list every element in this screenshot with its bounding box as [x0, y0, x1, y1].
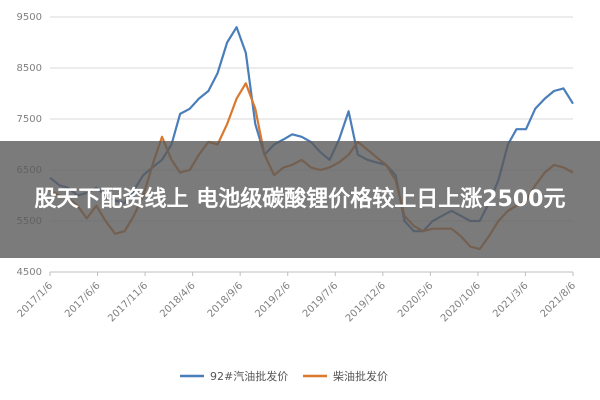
x-tick-label: 2018/4/6 — [158, 280, 198, 320]
x-tick-label: 2019/12/6 — [344, 280, 388, 324]
legend: 92#汽油批发价 柴油批发价 — [180, 369, 388, 383]
x-tick-label: 2019/7/6 — [301, 280, 341, 320]
y-tick-label: 4500 — [17, 267, 42, 278]
y-tick-label: 9500 — [17, 12, 42, 23]
headline: 股天下配资线上 电池级碳酸锂价格较上日上涨2500元 — [34, 186, 566, 212]
axes — [49, 271, 574, 276]
x-tick-label: 2017/11/6 — [106, 280, 150, 324]
x-tick-label: 2018/9/6 — [206, 280, 246, 320]
x-tick-label: 2021/3/6 — [491, 280, 531, 320]
x-tick-label: 2021/8/6 — [539, 280, 579, 320]
x-tick-label: 2019/2/6 — [253, 280, 293, 320]
x-tick-label: 2020/5/6 — [396, 280, 436, 320]
y-tick-label: 7500 — [17, 114, 42, 125]
title-overlay: 股天下配资线上 电池级碳酸锂价格较上日上涨2500元 — [0, 141, 600, 258]
legend-label: 92#汽油批发价 — [210, 369, 288, 383]
x-tick-label: 2017/1/6 — [16, 280, 56, 320]
x-tick-label: 2020/10/6 — [439, 280, 483, 324]
x-tick-labels: 2017/1/6 2017/6/6 2017/11/6 2018/4/6 2018/9/… — [16, 280, 579, 324]
x-tick-label: 2017/6/6 — [63, 280, 103, 320]
y-tick-label: 8500 — [17, 63, 42, 74]
legend-label: 柴油批发价 — [333, 369, 388, 383]
